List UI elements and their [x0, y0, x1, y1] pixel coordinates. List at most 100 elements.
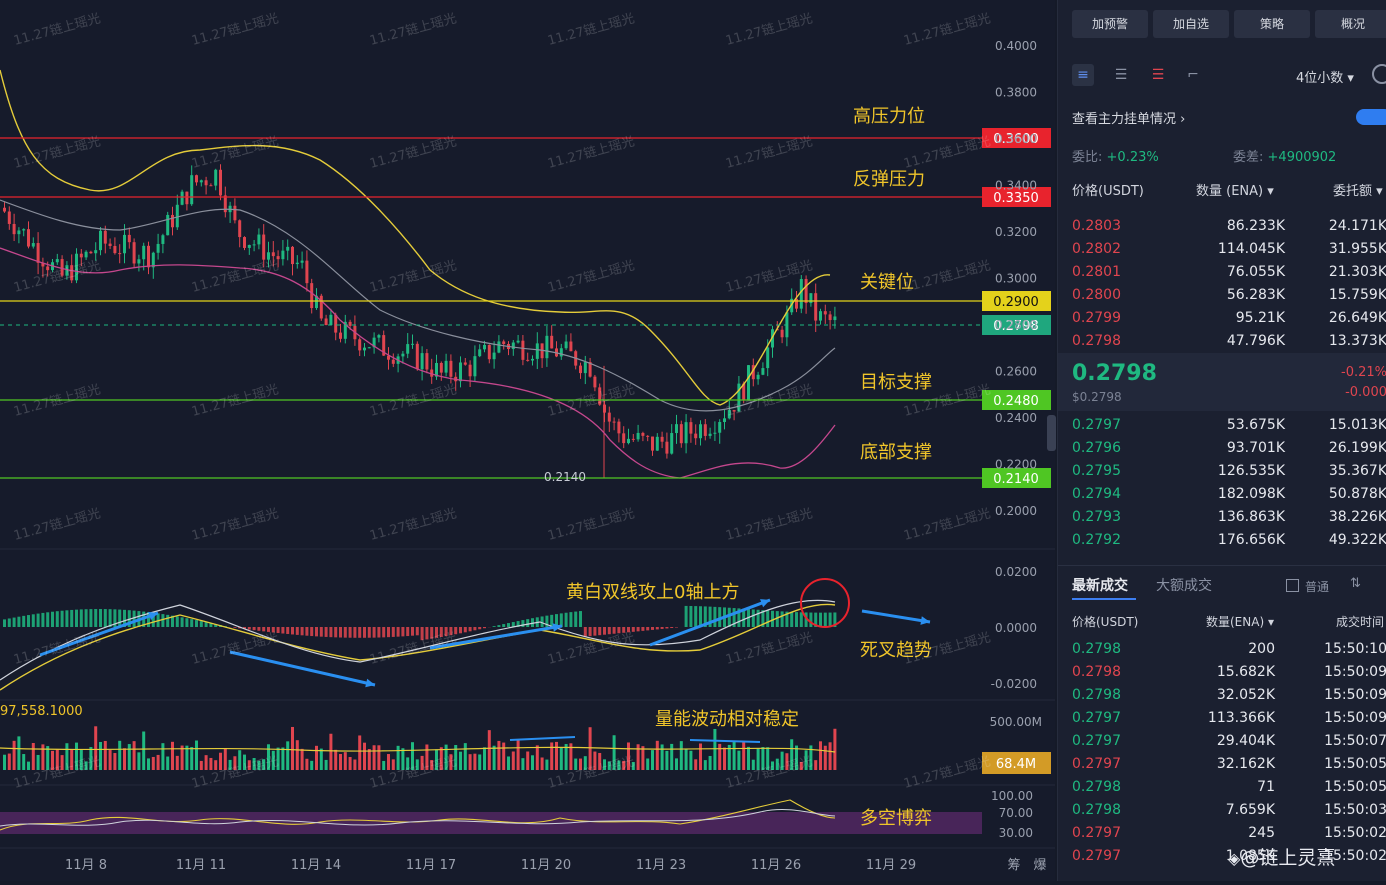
macd-bar	[80, 609, 83, 627]
decimals-select[interactable]: 4位小数 ▾	[1296, 67, 1354, 86]
orderbook-bids-icon[interactable]: ☰	[1110, 64, 1132, 86]
low-marker: 0.2140	[544, 470, 586, 484]
macd-bar	[416, 627, 419, 635]
volume-bar	[27, 762, 30, 770]
macd-bar	[37, 614, 40, 627]
volume-bar	[339, 754, 342, 770]
macd-bar	[483, 627, 486, 628]
trend-arrow	[230, 652, 375, 685]
strategy-button[interactable]: 策略	[1234, 10, 1310, 38]
macd-bar	[349, 627, 352, 638]
row-amount: 26.199K	[1329, 440, 1386, 456]
macd-bar	[829, 613, 832, 627]
macd-bar	[752, 609, 755, 627]
collapse-handle[interactable]	[1047, 415, 1056, 451]
middle-band-line	[0, 200, 835, 411]
row-qty: 245	[1248, 825, 1275, 841]
volume-bar	[493, 746, 496, 770]
volume-bar	[699, 743, 702, 770]
candle-body	[291, 247, 294, 264]
main-orders-toggle[interactable]	[1356, 109, 1386, 125]
expand-icon[interactable]: ⌐	[1182, 64, 1204, 86]
ob-header-amount[interactable]: 委托额 ▾	[1333, 180, 1383, 199]
kline-chart-canvas[interactable]: 0.3600高压力位0.3350反弹压力0.2900关键位0.2480目标支撑0…	[0, 0, 1055, 881]
candle-body	[464, 362, 467, 364]
macd-bar	[104, 609, 107, 627]
candle-body	[104, 231, 107, 244]
volume-bar	[757, 748, 760, 770]
macd-bar	[329, 627, 332, 637]
ob-header-qty[interactable]: 数量 (ENA) ▾	[1196, 180, 1274, 199]
watermark: 11.27链上瑶光	[902, 630, 992, 668]
volume-bar	[464, 743, 467, 770]
row-qty: 86.233K	[1227, 218, 1285, 234]
candle-body	[305, 261, 308, 284]
macd-bar	[315, 627, 318, 636]
filter-icon[interactable]: ⇅	[1350, 576, 1361, 591]
watermark: 11.27链上瑶光	[546, 11, 636, 49]
candle-body	[13, 224, 16, 234]
row-amount: 49.322K	[1329, 532, 1386, 548]
volume-bar	[315, 746, 318, 770]
candle-body	[22, 229, 25, 230]
level-price-text: 0.3350	[993, 191, 1039, 206]
volume-bar	[488, 730, 491, 770]
candle-body	[694, 434, 697, 439]
macd-tick: -0.0200	[991, 677, 1037, 691]
volume-bar	[742, 741, 745, 770]
candle-body	[253, 244, 256, 245]
level-price-text: 0.2480	[993, 394, 1039, 409]
overview-button[interactable]: 概况	[1315, 10, 1386, 38]
trade-header-qty[interactable]: 数量(ENA) ▾	[1206, 613, 1274, 630]
macd-bar	[99, 609, 102, 627]
row-amount: 13.373K	[1329, 333, 1386, 349]
add-watchlist-button[interactable]: 加自选	[1153, 10, 1229, 38]
row-price: 0.2801	[1072, 264, 1121, 280]
candle-body	[411, 344, 414, 345]
orderbook-asks-icon[interactable]: ☰	[1147, 64, 1169, 86]
main-orders-link[interactable]: 查看主力挂单情况 ›	[1072, 108, 1185, 127]
tab-latest-trades[interactable]: 最新成交	[1072, 575, 1128, 595]
candle-body	[579, 366, 582, 373]
orderbook-both-icon[interactable]: ≡	[1072, 64, 1094, 86]
settings-icon[interactable]	[1372, 64, 1386, 84]
volume-bar	[733, 742, 736, 770]
candle-body	[37, 243, 40, 263]
volume-bar	[142, 732, 145, 770]
row-qty: 113.366K	[1208, 710, 1275, 726]
macd-bar	[790, 612, 793, 627]
normal-checkbox[interactable]	[1286, 579, 1299, 592]
macd-bar	[118, 610, 121, 627]
alert-button[interactable]: 加预警	[1072, 10, 1148, 38]
volume-bar	[41, 744, 44, 770]
candle-body	[449, 361, 452, 377]
macd-bar	[661, 627, 664, 629]
tab-large-trades[interactable]: 大额成交	[1156, 575, 1212, 595]
candle-body	[829, 314, 832, 320]
row-qty: 126.535K	[1218, 463, 1285, 479]
